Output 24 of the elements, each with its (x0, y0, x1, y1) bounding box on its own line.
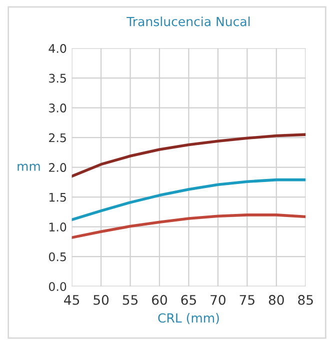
x-tick-label: 60 (152, 294, 168, 305)
y-tick-label: 0.0 (48, 282, 66, 292)
y-tick-label: 1.5 (49, 192, 66, 202)
x-tick-label: 50 (94, 294, 109, 305)
y-tick-label: 3.0 (49, 104, 66, 112)
y-axis-title: mm (18, 164, 40, 171)
x-tick-label: 75 (240, 295, 254, 305)
line-series (72, 133, 306, 178)
y-tick-label: 4.0 (48, 44, 66, 53)
x-tick-label: 45 (64, 295, 80, 305)
y-tick-label: 0.5 (48, 252, 66, 262)
x-axis-title: CRL (mm) (158, 313, 219, 324)
x-tick-label: 70 (210, 294, 226, 305)
x-tick-label: 65 (181, 294, 196, 305)
y-tick-label: 1.0 (49, 222, 66, 232)
x-tick-label: 85 (298, 294, 313, 305)
x-tick-label: 80 (268, 294, 284, 305)
chart-title: Translucencia Nucal (126, 16, 250, 26)
y-tick-label: 2.5 (49, 133, 66, 142)
x-tick-label: 55 (122, 295, 138, 305)
y-tick-label: 2.0 (49, 163, 66, 172)
line-series (72, 214, 306, 239)
line-series (72, 178, 306, 222)
y-tick-label: 3.5 (49, 74, 66, 83)
